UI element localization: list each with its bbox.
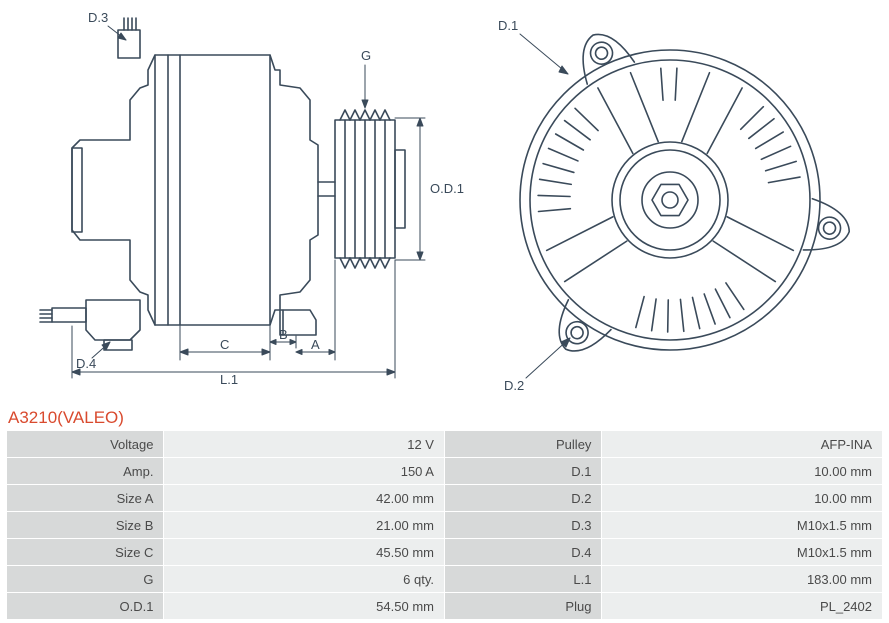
spec-value: 45.50 mm <box>164 539 444 565</box>
spec-value: 150 A <box>164 458 444 484</box>
spec-value: 12 V <box>164 431 444 457</box>
label-d2: D.2 <box>504 378 524 393</box>
spec-table: Voltage12 VPulleyAFP-INAAmp.150 AD.110.0… <box>6 430 883 620</box>
label-g: G <box>361 48 371 63</box>
spec-label: Pulley <box>445 431 601 457</box>
label-od1: O.D.1 <box>430 181 464 196</box>
spec-row: Size B21.00 mmD.3M10x1.5 mm <box>7 512 882 538</box>
spec-value: 10.00 mm <box>602 458 882 484</box>
spec-value: 10.00 mm <box>602 485 882 511</box>
spec-label: O.D.1 <box>7 593 163 619</box>
spec-value: 6 qty. <box>164 566 444 592</box>
spec-label: Plug <box>445 593 601 619</box>
spec-value: 183.00 mm <box>602 566 882 592</box>
spec-label: Size A <box>7 485 163 511</box>
spec-label: D.4 <box>445 539 601 565</box>
spec-value: AFP-INA <box>602 431 882 457</box>
spec-value: M10x1.5 mm <box>602 539 882 565</box>
spec-value: PL_2402 <box>602 593 882 619</box>
spec-label: Size B <box>7 512 163 538</box>
spec-label: Size C <box>7 539 163 565</box>
spec-row: Size A42.00 mmD.210.00 mm <box>7 485 882 511</box>
spec-label: G <box>7 566 163 592</box>
label-d3: D.3 <box>88 10 108 25</box>
spec-row: Size C45.50 mmD.4M10x1.5 mm <box>7 539 882 565</box>
front-view-diagram: D.1 D.2 <box>470 0 889 400</box>
label-b: B <box>279 327 288 342</box>
label-a: A <box>311 337 320 352</box>
side-view-diagram: D.3 D.4 G O.D.1 C B A L.1 <box>0 0 470 400</box>
spec-label: D.1 <box>445 458 601 484</box>
spec-row: Voltage12 VPulleyAFP-INA <box>7 431 882 457</box>
spec-label: L.1 <box>445 566 601 592</box>
spec-row: O.D.154.50 mmPlugPL_2402 <box>7 593 882 619</box>
spec-value: 54.50 mm <box>164 593 444 619</box>
spec-label: Voltage <box>7 431 163 457</box>
label-d1: D.1 <box>498 18 518 33</box>
spec-value: 42.00 mm <box>164 485 444 511</box>
spec-row: Amp.150 AD.110.00 mm <box>7 458 882 484</box>
spec-label: D.3 <box>445 512 601 538</box>
part-title-text: A3210(VALEO) <box>8 408 124 427</box>
label-d4: D.4 <box>76 356 96 371</box>
spec-label: D.2 <box>445 485 601 511</box>
spec-row: G6 qty.L.1183.00 mm <box>7 566 882 592</box>
label-c: C <box>220 337 229 352</box>
diagram-area: D.3 D.4 G O.D.1 C B A L.1 <box>0 0 889 400</box>
label-l1: L.1 <box>220 372 238 387</box>
spec-value: M10x1.5 mm <box>602 512 882 538</box>
spec-label: Amp. <box>7 458 163 484</box>
spec-value: 21.00 mm <box>164 512 444 538</box>
part-title: A3210(VALEO) <box>8 408 124 428</box>
